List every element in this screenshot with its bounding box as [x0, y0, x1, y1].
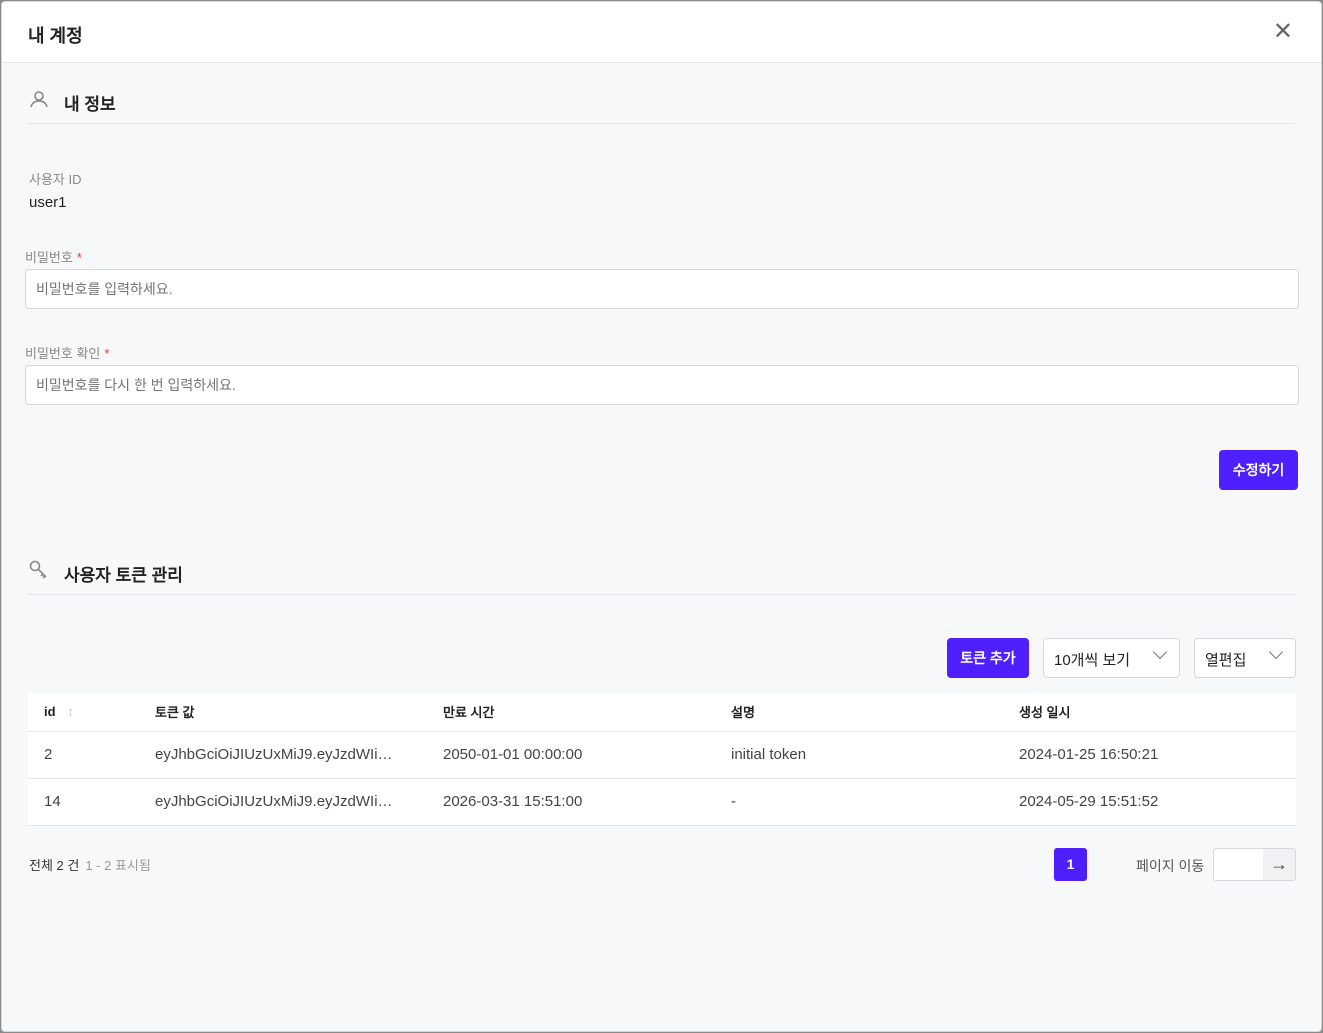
profile-section-header: 내 정보 — [28, 80, 1295, 124]
cell-expiry: 2050-01-01 00:00:00 — [427, 731, 715, 779]
modal-header: 내 계정 ✕ — [2, 2, 1321, 63]
token-section-title: 사용자 토큰 관리 — [64, 566, 183, 585]
password-label: 비밀번호 * — [25, 247, 82, 266]
password-input[interactable] — [25, 269, 1299, 309]
key-icon — [29, 560, 47, 579]
column-header-label: id — [44, 704, 56, 720]
chevron-down-icon — [1152, 644, 1168, 660]
profile-section-title: 내 정보 — [64, 95, 116, 114]
user-id-value: user1 — [29, 194, 67, 211]
password-confirm-label: 비밀번호 확인 * — [25, 343, 109, 362]
column-edit-label: 열편집 — [1205, 652, 1247, 669]
table-header-row: id ↕ 토큰 값 만료 시간 설명 생성 일시 — [28, 693, 1296, 732]
total-count: 전체 2 건 — [29, 858, 80, 873]
column-header-id[interactable]: id ↕ — [28, 693, 139, 732]
column-header-token: 토큰 값 — [139, 693, 427, 732]
close-icon[interactable]: ✕ — [1272, 18, 1293, 45]
column-edit-select[interactable]: 열편집 — [1194, 638, 1296, 678]
chevron-down-icon — [1268, 644, 1284, 660]
cell-created: 2024-05-29 15:51:52 — [1003, 778, 1296, 826]
password-label-text: 비밀번호 — [25, 250, 73, 265]
page-button-1[interactable]: 1 — [1054, 848, 1087, 881]
table-summary: 전체 2 건 1 - 2 표시됨 — [29, 855, 151, 874]
submit-button[interactable]: 수정하기 — [1219, 450, 1298, 490]
table-row[interactable]: 2 eyJhbGciOiJIUzUxMiJ9.eyJzdWIi… 2050-01… — [28, 731, 1296, 779]
password-confirm-input[interactable] — [25, 365, 1299, 405]
cell-token: eyJhbGciOiJIUzUxMiJ9.eyJzdWIi… — [139, 778, 427, 826]
cell-expiry: 2026-03-31 15:51:00 — [427, 778, 715, 826]
goto-page-input[interactable]: → — [1213, 848, 1296, 881]
table-row[interactable]: 14 eyJhbGciOiJIUzUxMiJ9.eyJzdWIi… 2026-0… — [28, 778, 1296, 826]
sort-icon[interactable]: ↕ — [67, 704, 74, 720]
token-section-header: 사용자 토큰 관리 — [28, 551, 1295, 595]
modal-title: 내 계정 — [28, 26, 83, 46]
arrow-right-icon[interactable]: → — [1263, 849, 1295, 880]
token-table: id ↕ 토큰 값 만료 시간 설명 생성 일시 2 eyJhbGciOiJIU… — [28, 693, 1296, 826]
required-mark: * — [104, 346, 110, 361]
required-mark: * — [76, 250, 82, 265]
cell-token: eyJhbGciOiJIUzUxMiJ9.eyJzdWIi… — [139, 731, 427, 779]
cell-created: 2024-01-25 16:50:21 — [1003, 731, 1296, 779]
cell-description: initial token — [715, 731, 1003, 779]
column-header-created: 생성 일시 — [1003, 693, 1296, 732]
password-confirm-label-text: 비밀번호 확인 — [25, 346, 101, 361]
cell-id: 14 — [28, 778, 139, 826]
goto-page-label: 페이지 이동 — [1136, 858, 1205, 874]
column-header-description: 설명 — [715, 693, 1003, 732]
user-icon — [30, 91, 48, 108]
page-size-select[interactable]: 10개씩 보기 — [1043, 638, 1180, 678]
add-token-button[interactable]: 토큰 추가 — [947, 638, 1029, 678]
cell-id: 2 — [28, 731, 139, 779]
cell-description: - — [715, 778, 1003, 826]
page-size-value: 10개씩 보기 — [1054, 652, 1131, 669]
display-range: 1 - 2 표시됨 — [85, 858, 151, 873]
column-header-expiry: 만료 시간 — [427, 693, 715, 732]
user-id-label: 사용자 ID — [29, 172, 82, 187]
